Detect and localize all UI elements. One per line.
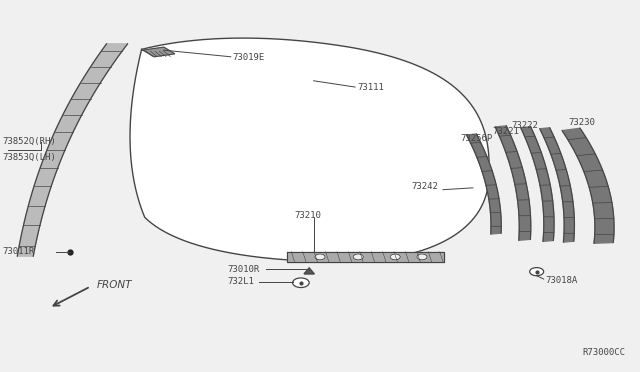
Text: 73010R: 73010R xyxy=(228,265,260,274)
Circle shape xyxy=(353,254,364,260)
Text: 73221: 73221 xyxy=(492,127,519,136)
Circle shape xyxy=(292,278,309,288)
Text: 73011R: 73011R xyxy=(3,247,35,256)
Polygon shape xyxy=(130,38,489,262)
Polygon shape xyxy=(287,252,444,262)
Text: 73230: 73230 xyxy=(568,118,595,127)
Polygon shape xyxy=(467,134,501,234)
Circle shape xyxy=(315,254,325,260)
Text: 73256P: 73256P xyxy=(460,134,492,143)
Text: 73210: 73210 xyxy=(294,211,321,220)
Circle shape xyxy=(530,267,543,276)
Text: FRONT: FRONT xyxy=(97,280,132,289)
Text: 73018A: 73018A xyxy=(545,276,577,285)
Polygon shape xyxy=(521,127,554,241)
Polygon shape xyxy=(562,128,614,243)
Text: 73853Q(LH): 73853Q(LH) xyxy=(3,153,56,162)
Circle shape xyxy=(390,254,400,260)
Text: 73019E: 73019E xyxy=(233,53,265,62)
Text: 73111: 73111 xyxy=(357,83,384,92)
Polygon shape xyxy=(495,126,531,240)
Text: 732L1: 732L1 xyxy=(228,278,255,286)
Circle shape xyxy=(417,254,427,260)
Text: 73852Q(RH): 73852Q(RH) xyxy=(3,137,56,146)
Polygon shape xyxy=(17,44,127,256)
Polygon shape xyxy=(540,128,574,242)
Polygon shape xyxy=(304,268,314,274)
Text: 73222: 73222 xyxy=(511,121,538,129)
Polygon shape xyxy=(143,47,175,57)
Text: R73000CC: R73000CC xyxy=(583,347,626,357)
Text: 73242: 73242 xyxy=(411,182,438,191)
